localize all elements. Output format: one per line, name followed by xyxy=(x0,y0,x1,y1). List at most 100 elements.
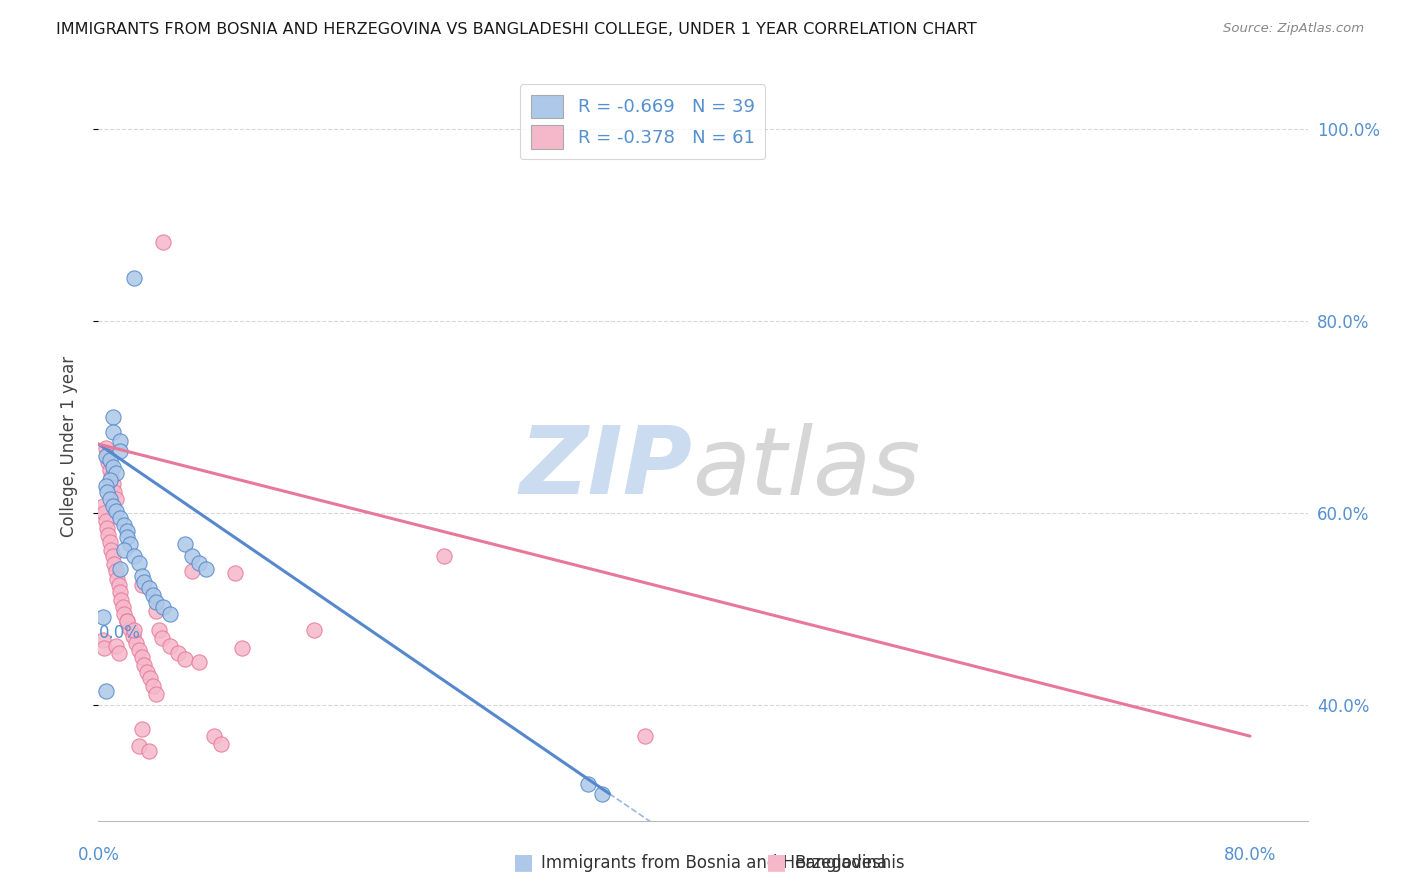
Point xyxy=(101,499,124,513)
Point xyxy=(166,646,188,660)
Point xyxy=(115,614,138,628)
Point xyxy=(98,491,121,506)
Text: 0.0%: 0.0% xyxy=(98,624,141,642)
Point xyxy=(104,504,127,518)
Point xyxy=(104,491,127,506)
Point xyxy=(231,640,253,655)
Point xyxy=(124,549,146,564)
Point xyxy=(128,642,150,657)
Point xyxy=(188,655,211,669)
Point xyxy=(101,410,124,425)
Point xyxy=(131,568,153,582)
Text: ZIP: ZIP xyxy=(520,423,693,515)
Point xyxy=(108,585,131,599)
Text: ■: ■ xyxy=(513,853,534,872)
Point xyxy=(98,473,121,487)
Point xyxy=(131,578,153,592)
Text: Source: ZipAtlas.com: Source: ZipAtlas.com xyxy=(1223,22,1364,36)
Point xyxy=(152,600,174,615)
Point xyxy=(104,639,127,653)
Point xyxy=(96,449,118,463)
Point xyxy=(134,658,156,673)
Point xyxy=(433,549,456,564)
Point xyxy=(124,271,146,285)
Point xyxy=(181,549,204,564)
Point xyxy=(112,542,135,557)
Point xyxy=(124,624,146,638)
Point xyxy=(97,528,120,542)
Point xyxy=(101,460,124,475)
Point xyxy=(148,624,170,638)
Point xyxy=(138,581,160,595)
Point xyxy=(94,479,117,493)
Point xyxy=(104,564,127,578)
Point xyxy=(159,607,181,621)
Point xyxy=(125,636,148,650)
Point xyxy=(115,614,138,628)
Point xyxy=(105,572,128,586)
Point xyxy=(108,562,131,576)
Point xyxy=(173,652,195,666)
Point xyxy=(112,607,135,621)
Point xyxy=(138,744,160,758)
Point xyxy=(111,600,134,615)
Point xyxy=(304,624,326,638)
Text: 0.0%: 0.0% xyxy=(77,846,120,863)
Point xyxy=(98,463,121,477)
Point xyxy=(110,592,132,607)
Text: IMMIGRANTS FROM BOSNIA AND HERZEGOVINA VS BANGLADESHI COLLEGE, UNDER 1 YEAR CORR: IMMIGRANTS FROM BOSNIA AND HERZEGOVINA V… xyxy=(56,22,977,37)
Point xyxy=(91,610,114,624)
Point xyxy=(104,466,127,480)
Point xyxy=(115,524,138,538)
Point xyxy=(142,588,165,602)
Point xyxy=(100,469,122,483)
Point xyxy=(142,679,165,693)
Point xyxy=(93,506,115,520)
Point xyxy=(115,530,138,544)
Point xyxy=(100,542,122,557)
Point xyxy=(591,787,613,801)
Point xyxy=(634,729,657,743)
Point xyxy=(120,622,142,636)
Point xyxy=(94,514,117,528)
Point xyxy=(134,575,156,590)
Text: Bangladeshis: Bangladeshis xyxy=(794,855,905,872)
Point xyxy=(152,235,174,250)
Point xyxy=(145,594,167,608)
Point xyxy=(91,633,114,648)
Point xyxy=(145,687,167,701)
Point xyxy=(107,578,129,592)
Point xyxy=(122,629,145,643)
Point xyxy=(103,485,125,500)
Point xyxy=(108,443,131,458)
Point xyxy=(145,604,167,618)
Point xyxy=(576,777,599,791)
Point xyxy=(139,672,162,686)
Point xyxy=(159,639,181,653)
Point xyxy=(188,556,211,570)
Point xyxy=(108,434,131,449)
Point xyxy=(128,739,150,753)
Point xyxy=(98,453,121,467)
Point xyxy=(107,646,129,660)
Point xyxy=(224,566,246,580)
Point xyxy=(150,631,173,645)
Point xyxy=(98,535,121,549)
Text: 80.0%: 80.0% xyxy=(1223,846,1277,863)
Point xyxy=(181,564,204,578)
Text: Immigrants from Bosnia and Herzegovina: Immigrants from Bosnia and Herzegovina xyxy=(541,855,887,872)
Y-axis label: College, Under 1 year: College, Under 1 year xyxy=(59,355,77,537)
Point xyxy=(108,511,131,525)
Point xyxy=(209,737,232,751)
Point xyxy=(101,549,124,564)
Point xyxy=(96,485,118,500)
Point xyxy=(93,640,115,655)
Point xyxy=(195,562,218,576)
Point xyxy=(103,557,125,571)
Point xyxy=(91,499,114,513)
Point xyxy=(96,521,118,535)
Point xyxy=(131,650,153,665)
Point xyxy=(101,477,124,491)
Point xyxy=(131,723,153,737)
Text: atlas: atlas xyxy=(692,423,920,514)
